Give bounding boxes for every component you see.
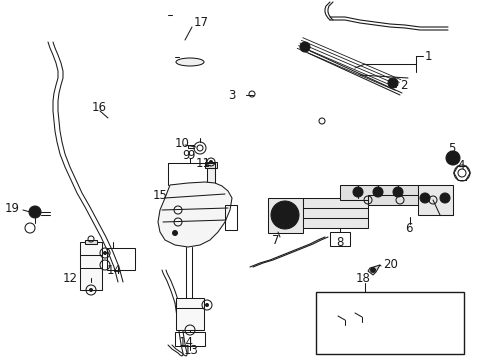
Text: 4: 4: [456, 158, 464, 171]
Text: 15: 15: [153, 189, 167, 202]
Bar: [107, 248, 135, 270]
Circle shape: [439, 193, 449, 203]
Text: 2: 2: [399, 78, 407, 91]
Bar: [175, 332, 204, 346]
Bar: [80, 242, 102, 290]
Circle shape: [419, 193, 429, 203]
Circle shape: [270, 201, 298, 229]
Circle shape: [392, 187, 402, 197]
Bar: [303, 198, 367, 228]
Text: 6: 6: [404, 221, 412, 234]
Circle shape: [299, 42, 309, 52]
Circle shape: [387, 78, 397, 88]
Circle shape: [172, 230, 178, 236]
Circle shape: [89, 288, 93, 292]
Bar: [85, 240, 97, 244]
Bar: [339, 185, 417, 200]
Text: 9: 9: [182, 149, 189, 162]
Text: 7: 7: [271, 234, 279, 247]
Circle shape: [208, 160, 213, 164]
Bar: [367, 195, 432, 205]
Text: 11: 11: [196, 157, 210, 170]
Text: 3: 3: [228, 89, 236, 102]
Circle shape: [29, 206, 41, 218]
Text: 16: 16: [92, 100, 107, 113]
Circle shape: [352, 187, 362, 197]
Polygon shape: [158, 182, 231, 247]
Bar: [204, 162, 217, 168]
Circle shape: [372, 187, 382, 197]
Text: 14: 14: [179, 336, 194, 348]
Text: 14: 14: [107, 264, 122, 276]
Circle shape: [281, 211, 288, 219]
Circle shape: [103, 251, 107, 255]
Circle shape: [204, 303, 208, 307]
Circle shape: [369, 267, 375, 273]
Text: 13: 13: [183, 343, 199, 356]
Text: 18: 18: [355, 271, 370, 284]
Text: 19: 19: [5, 202, 20, 215]
Text: 8: 8: [335, 237, 343, 249]
Text: 9: 9: [186, 149, 194, 162]
Bar: [267, 198, 303, 233]
Circle shape: [32, 209, 38, 215]
Text: 5: 5: [447, 141, 454, 154]
Bar: [224, 205, 237, 230]
Text: 17: 17: [194, 15, 208, 28]
Ellipse shape: [176, 58, 203, 66]
Text: 1: 1: [424, 50, 431, 63]
Circle shape: [275, 206, 293, 224]
Bar: [176, 298, 203, 330]
Text: 20: 20: [382, 258, 397, 271]
Bar: [315, 292, 463, 354]
Circle shape: [445, 151, 459, 165]
Text: 12: 12: [62, 271, 77, 284]
Bar: [206, 168, 215, 203]
Text: 10: 10: [175, 136, 189, 149]
Polygon shape: [367, 265, 379, 275]
Bar: [417, 185, 452, 215]
Bar: [329, 232, 349, 246]
